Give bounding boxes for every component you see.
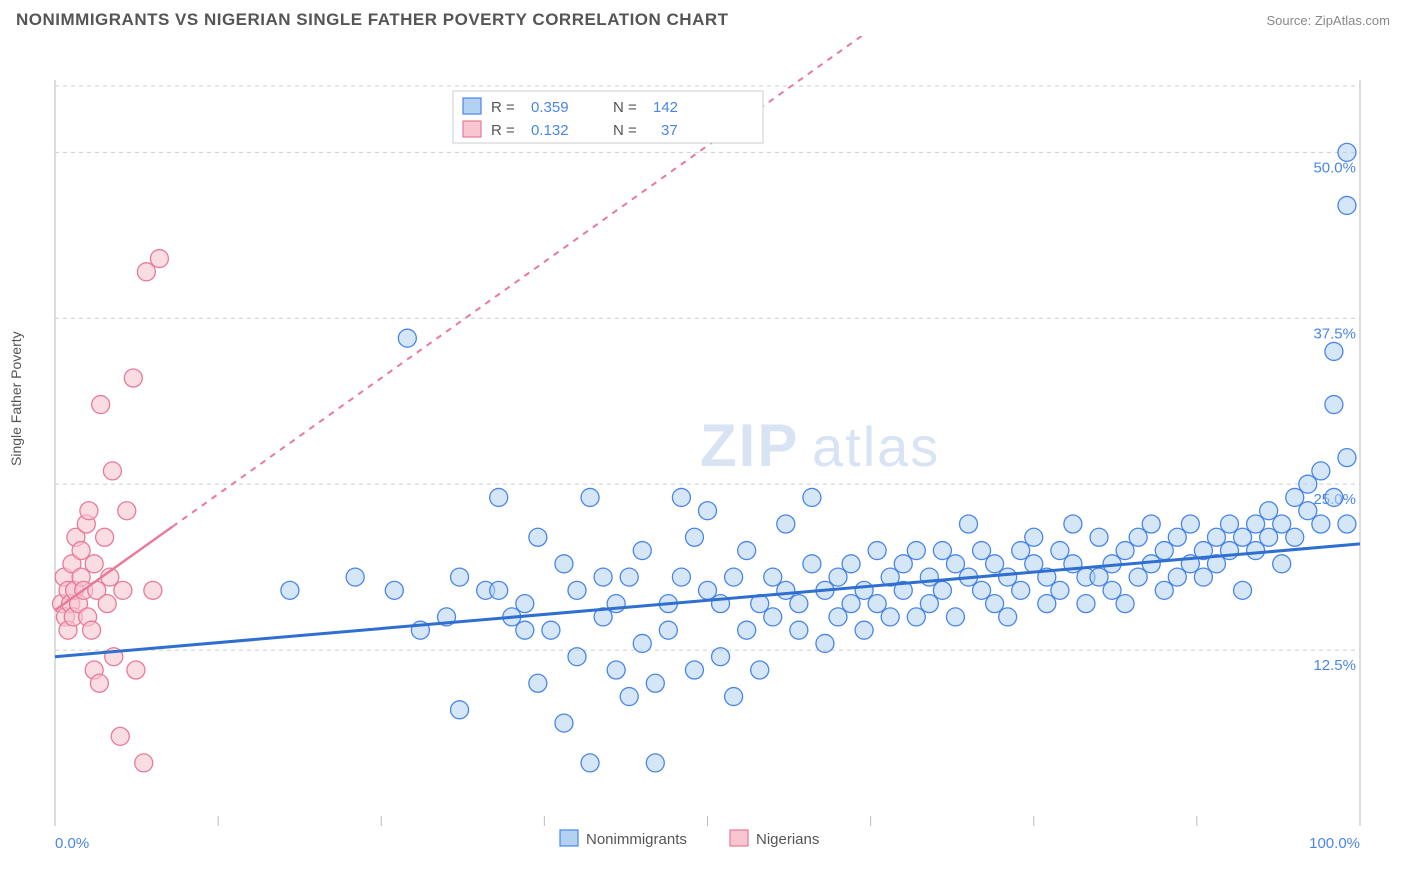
svg-text:0.132: 0.132 (531, 122, 569, 139)
svg-text:N =: N = (613, 122, 637, 139)
source-link[interactable]: ZipAtlas.com (1315, 13, 1390, 28)
svg-text:12.5%: 12.5% (1313, 657, 1356, 674)
chart-area: Single Father Poverty 12.5%25.0%37.5%50.… (0, 36, 1406, 886)
svg-text:R =: R = (491, 99, 515, 116)
svg-text:Nonimmigrants: Nonimmigrants (586, 831, 687, 848)
chart-title: NONIMMIGRANTS VS NIGERIAN SINGLE FATHER … (16, 10, 729, 30)
svg-text:N =: N = (613, 99, 637, 116)
y-axis-label: Single Father Poverty (8, 331, 24, 466)
svg-text:0.359: 0.359 (531, 99, 569, 116)
scatter-chart-svg: 12.5%25.0%37.5%50.0%0.0%100.0%ZIPatlasR … (0, 36, 1406, 886)
svg-text:37: 37 (661, 122, 678, 139)
svg-text:ZIP: ZIP (700, 412, 799, 479)
source-attribution: Source: ZipAtlas.com (1266, 13, 1390, 28)
svg-text:50.0%: 50.0% (1313, 159, 1356, 176)
source-prefix: Source: (1266, 13, 1314, 28)
svg-text:100.0%: 100.0% (1309, 835, 1360, 852)
svg-text:R =: R = (491, 122, 515, 139)
svg-text:Nigerians: Nigerians (756, 831, 819, 848)
header: NONIMMIGRANTS VS NIGERIAN SINGLE FATHER … (0, 0, 1406, 36)
svg-text:atlas: atlas (812, 415, 940, 478)
svg-text:37.5%: 37.5% (1313, 325, 1356, 342)
svg-text:0.0%: 0.0% (55, 835, 89, 852)
svg-text:142: 142 (653, 99, 678, 116)
